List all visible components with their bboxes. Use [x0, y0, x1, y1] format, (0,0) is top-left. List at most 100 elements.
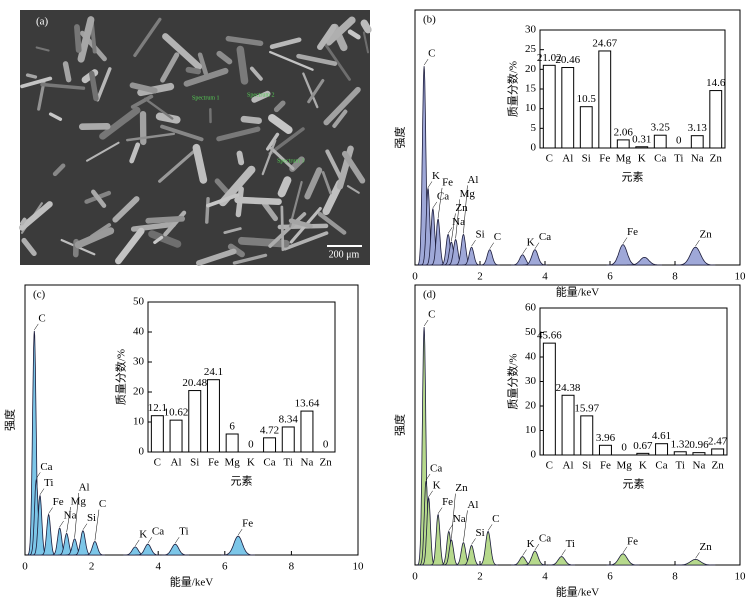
peak-label: Fe [242, 518, 253, 530]
y-tick-label: 10 [525, 102, 537, 114]
peak-label: Zn [455, 202, 468, 214]
x-tick-label: Na [691, 153, 704, 165]
peak [522, 249, 548, 266]
sem-particle [268, 50, 314, 71]
x-tick-label: Mg [225, 457, 241, 469]
value-label: 0 [676, 135, 682, 147]
y-tick-label: 30 [133, 356, 145, 368]
peak-label: Zn [455, 482, 468, 494]
sem-particle [158, 149, 196, 183]
sem-particle [40, 82, 86, 90]
peak-leader [66, 506, 71, 533]
x-tick-label: 4 [542, 271, 548, 283]
peak-leader [487, 524, 493, 531]
peak-label: Na [453, 513, 466, 525]
x-tick-label: Si [582, 153, 591, 165]
y-tick-label: 0 [531, 142, 537, 154]
peak [462, 246, 481, 266]
sem-particle [227, 243, 245, 258]
peak-label: K [432, 170, 440, 182]
value-label: 45.66 [537, 330, 562, 342]
sem-particle [268, 212, 307, 248]
peak-leader [471, 538, 476, 545]
x-tick-label: Na [693, 460, 706, 472]
peak [522, 550, 548, 566]
bar [150, 415, 164, 453]
y-tick-label: 30 [525, 24, 537, 36]
sem-particle [236, 150, 245, 166]
peak-leader [427, 181, 433, 188]
peak-label: Ca [539, 533, 551, 545]
bar [616, 139, 630, 149]
sem-particle [266, 132, 280, 151]
bar [655, 443, 669, 456]
y-tick-label: 0 [139, 446, 145, 458]
peak-leader [534, 242, 540, 249]
sem-particle [234, 196, 282, 206]
peak-label: Si [87, 512, 96, 524]
x-tick-label: 8 [672, 271, 678, 283]
sem-particle [283, 231, 329, 251]
sem-particle [25, 73, 38, 79]
panel-label: (d) [423, 289, 436, 301]
plot-frame [24, 284, 359, 556]
peak-leader [463, 510, 468, 542]
y-tick-label: 25 [525, 43, 537, 55]
sem-particle [289, 156, 305, 172]
sem-particle [268, 127, 305, 156]
peak-leader [59, 520, 64, 528]
sem-particle [133, 17, 162, 58]
bar [673, 451, 687, 456]
value-label: 4.61 [652, 430, 671, 442]
peak-leader [428, 490, 433, 497]
x-tick-label: Na [301, 457, 314, 469]
value-label: 20.48 [182, 377, 207, 389]
sem-particle [20, 76, 53, 89]
value-label: 20.46 [555, 54, 580, 66]
bar [690, 135, 704, 149]
peak-leader [695, 552, 700, 559]
value-label: 12.1 [148, 402, 167, 414]
x-tick-label: 6 [222, 561, 228, 573]
sem-particle [197, 52, 209, 76]
peak-label: Na [64, 510, 77, 522]
x-tick-label: 0 [22, 561, 28, 573]
peak-leader [432, 201, 438, 209]
y-tick-label: 20 [133, 386, 145, 398]
sem-particle [85, 141, 120, 162]
bar [225, 433, 239, 453]
peak-leader [451, 493, 456, 539]
x-tick-label: 8 [672, 571, 678, 583]
bar [635, 146, 649, 149]
x-tick-label: 2 [89, 561, 95, 573]
y-tick-label: 50 [525, 326, 537, 338]
peak-label: Al [79, 482, 90, 494]
value-label: 0 [323, 439, 329, 451]
peak [84, 541, 105, 556]
bar [263, 437, 277, 453]
peak-leader [522, 549, 527, 556]
x-tick-label: Fe [208, 457, 219, 469]
peak-label: Zn [699, 541, 712, 553]
x-tick-label: Ca [655, 460, 667, 472]
peak-label: C [99, 498, 106, 510]
y-axis-label: 质量分数/% [115, 349, 128, 405]
value-label: 0.31 [632, 133, 651, 145]
sem-particle [237, 236, 290, 248]
sem-particle [196, 248, 237, 266]
y-tick-label: 40 [133, 326, 145, 338]
peak-leader [695, 240, 700, 247]
peak-label: Fe [442, 176, 453, 188]
y-tick-label: 20 [525, 400, 537, 412]
peak-leader [489, 242, 494, 249]
bar [580, 415, 594, 456]
x-tick-label: Si [190, 457, 199, 469]
peak [606, 244, 640, 266]
peak-label: Na [452, 216, 465, 228]
peak [675, 246, 716, 266]
sem-particle [99, 106, 141, 140]
x-axis-label: 能量/keV [556, 585, 599, 598]
peak-label: C [492, 513, 499, 525]
bar [636, 452, 650, 456]
bar [542, 342, 556, 456]
